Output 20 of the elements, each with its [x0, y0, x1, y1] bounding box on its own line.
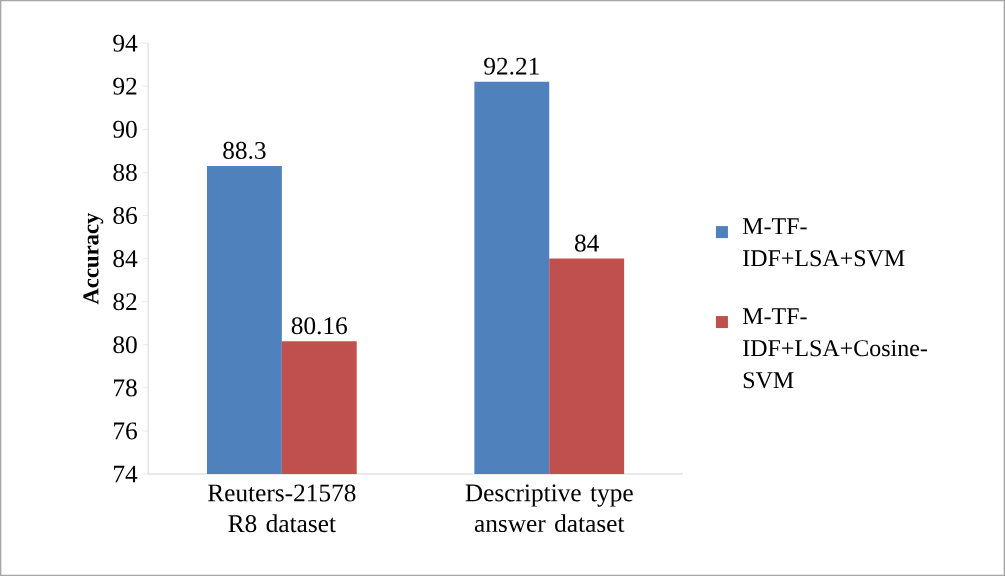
y-tick-label: 76 — [114, 422, 137, 440]
legend-label: M-TF-IDF+LSA+Cosine-SVM — [742, 308, 928, 389]
y-tick-label: 88 — [113, 163, 137, 181]
data-label: 88.3 — [223, 141, 266, 159]
y-tick-label: 90 — [113, 120, 137, 138]
y-tick-label: 94 — [113, 34, 138, 52]
y-axis-title: Accuracy — [83, 212, 104, 305]
x-tick-label: Reuters-21578 R8 dataset — [208, 484, 356, 533]
y-tick-label: 80 — [113, 336, 137, 354]
y-tick-label: 92 — [113, 77, 137, 95]
data-label: 92.21 — [484, 57, 539, 75]
y-tick-label: 84 — [113, 249, 138, 268]
y-tick-label: 78 — [114, 379, 137, 397]
x-tick-label: Descriptive type answer dataset — [465, 484, 633, 533]
data-label: 80.16 — [291, 317, 347, 335]
y-tick-label: 86 — [113, 206, 137, 224]
legend-label: M-TF-IDF+LSA+SVM — [742, 218, 905, 267]
data-label: 84 — [574, 234, 599, 252]
y-tick-label: 82 — [113, 293, 137, 311]
y-tick-label: 74 — [114, 465, 138, 483]
